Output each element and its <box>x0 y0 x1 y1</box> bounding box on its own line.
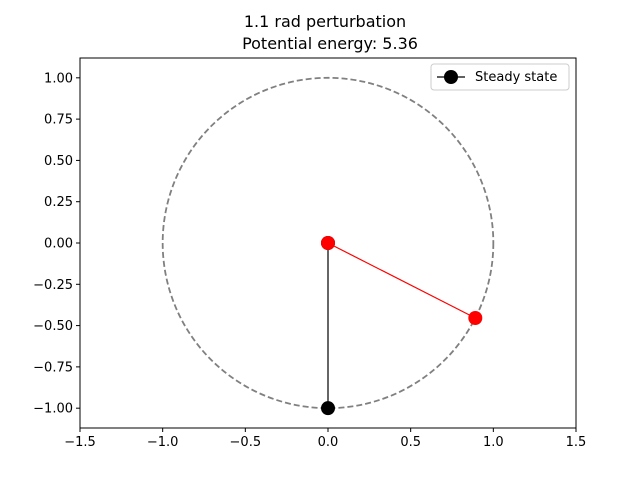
plot-area <box>79 57 577 429</box>
y-tick-label: −0.75 <box>33 360 73 375</box>
x-tick-label: 0.0 <box>318 435 339 450</box>
steady-state-point-1 <box>321 401 335 416</box>
x-tick-label: 1.0 <box>483 435 504 450</box>
y-tick-label: −1.00 <box>33 402 73 417</box>
chart-title: 1.1 rad perturbation <box>244 12 406 31</box>
x-tick-label: −0.5 <box>230 435 262 450</box>
y-tick-label: 0.25 <box>44 195 73 210</box>
perturbed-pendulum-point-0 <box>321 236 335 250</box>
y-tick-label: 0.00 <box>44 237 73 252</box>
legend-frame <box>430 63 570 91</box>
y-tick-label: 0.50 <box>44 154 73 169</box>
legend-label: Steady state <box>475 70 557 85</box>
y-tick-label: −0.50 <box>33 319 73 334</box>
x-tick-label: 1.5 <box>566 435 587 450</box>
y-axis: −1.00 −0.75 −0.50 −0.25 0.00 0.25 0.50 0.75 1.00 <box>33 71 80 417</box>
legend: Steady state <box>430 63 570 91</box>
perturbed-pendulum-rod <box>327 242 476 319</box>
x-tick-label: 0.5 <box>400 435 421 450</box>
legend-marker <box>444 70 458 84</box>
perturbed-pendulum-point-1 <box>468 310 483 325</box>
y-tick-label: 1.00 <box>44 71 73 86</box>
x-tick-label: −1.0 <box>147 435 179 450</box>
x-axis: −1.5 −1.0 −0.5 0.0 0.5 1.0 1.5 <box>64 428 586 450</box>
y-tick-label: 0.75 <box>44 113 73 128</box>
chart-subtitle: Potential energy: 5.36 <box>242 34 418 53</box>
x-tick-label: −1.5 <box>64 435 96 450</box>
boundary-circle <box>161 76 495 410</box>
y-tick-label: −0.25 <box>33 278 73 293</box>
